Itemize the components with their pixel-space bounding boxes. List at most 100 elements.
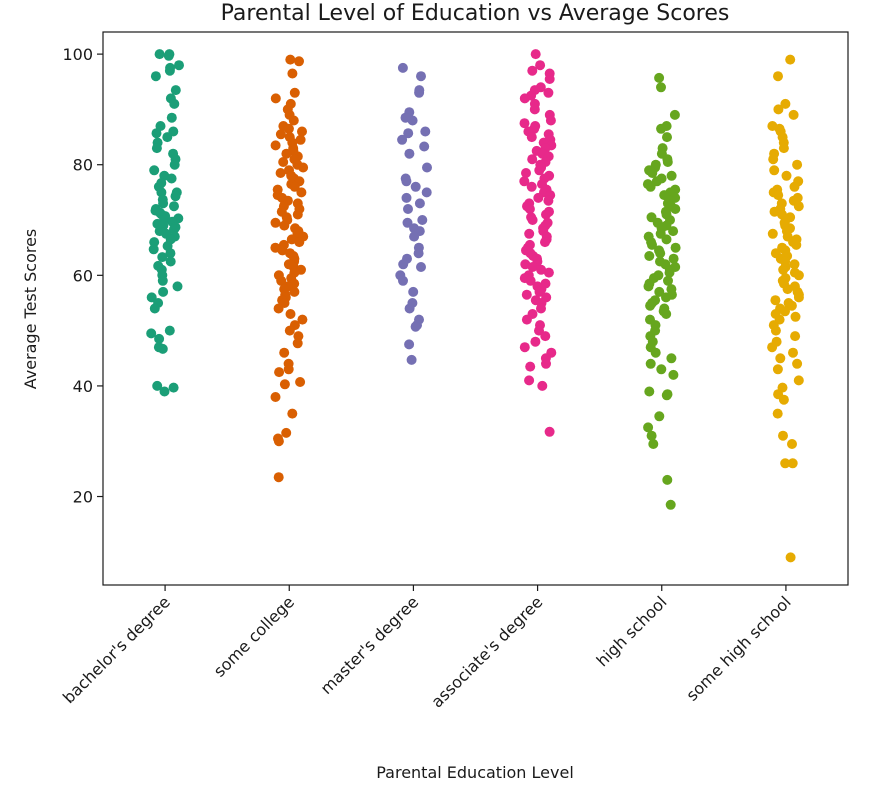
data-point <box>790 311 801 322</box>
points-layer <box>146 49 804 563</box>
data-point <box>410 321 421 332</box>
data-point <box>285 54 296 65</box>
data-point <box>664 267 675 278</box>
data-point <box>154 49 165 60</box>
data-point <box>419 141 430 152</box>
data-point <box>661 234 672 245</box>
data-point <box>543 87 554 98</box>
data-point <box>401 192 412 203</box>
data-point <box>540 331 551 342</box>
y-tick-label: 60 <box>73 266 93 285</box>
y-tick-label: 80 <box>73 156 93 175</box>
data-point <box>524 204 535 214</box>
data-point <box>165 256 176 267</box>
x-tick-label: associate's degree <box>427 592 546 711</box>
data-point <box>163 50 174 61</box>
data-point <box>524 228 535 239</box>
data-point <box>791 239 802 250</box>
data-point <box>543 267 554 278</box>
data-point <box>414 198 425 209</box>
data-point <box>151 128 162 139</box>
data-point <box>273 472 284 483</box>
data-point <box>536 264 547 275</box>
data-point <box>287 68 298 79</box>
data-point <box>524 375 535 386</box>
data-point <box>530 49 541 60</box>
data-point <box>643 422 654 433</box>
data-point <box>157 275 168 286</box>
data-point <box>154 333 165 344</box>
data-point <box>397 134 408 145</box>
data-point <box>670 242 681 253</box>
data-point <box>149 303 160 314</box>
data-point <box>416 262 426 272</box>
data-point <box>530 336 541 347</box>
data-point <box>165 248 176 259</box>
data-point <box>162 132 173 143</box>
data-point <box>788 347 798 358</box>
data-point <box>422 162 432 173</box>
data-point <box>398 259 409 270</box>
data-point <box>402 217 413 228</box>
x-tick-label: bachelor's degree <box>59 592 174 707</box>
data-point <box>770 325 781 336</box>
data-point <box>172 281 183 292</box>
data-point <box>773 71 783 82</box>
data-point <box>404 303 415 314</box>
data-point <box>519 93 530 104</box>
x-axis: bachelor's degree some college master's de… <box>59 585 795 711</box>
data-point <box>420 126 431 137</box>
data-point <box>289 286 300 297</box>
data-point <box>535 60 546 71</box>
data-point <box>527 262 538 272</box>
data-point <box>780 306 790 317</box>
data-point <box>654 72 665 83</box>
data-point <box>277 245 288 256</box>
data-point <box>279 347 290 358</box>
data-point <box>668 226 679 237</box>
data-point <box>149 237 160 248</box>
data-point <box>645 300 656 311</box>
data-point <box>643 281 654 292</box>
data-point <box>665 499 676 510</box>
data-point <box>668 253 679 264</box>
data-point <box>670 204 681 214</box>
data-point <box>789 259 800 270</box>
y-axis-label: Average Test Scores <box>21 229 40 390</box>
data-point <box>398 275 408 286</box>
data-point <box>772 408 783 419</box>
data-point <box>787 458 798 469</box>
data-point <box>789 181 800 192</box>
data-point <box>150 71 161 82</box>
data-point <box>404 339 415 350</box>
y-tick-label: 100 <box>62 45 93 64</box>
x-tick-label: high school <box>593 592 671 670</box>
data-point <box>663 275 673 286</box>
data-point <box>283 123 294 134</box>
data-point <box>159 386 170 397</box>
data-point <box>281 427 292 438</box>
data-point <box>780 458 791 469</box>
data-point <box>792 159 803 170</box>
data-point <box>295 377 306 387</box>
data-point <box>793 201 804 212</box>
data-point <box>283 364 294 375</box>
data-point <box>284 325 295 336</box>
data-point <box>152 380 163 391</box>
data-point <box>403 128 414 139</box>
data-point <box>793 292 804 303</box>
data-point <box>668 369 679 380</box>
data-point <box>787 439 797 449</box>
data-point <box>645 358 656 369</box>
data-point <box>655 248 666 259</box>
data-point <box>767 228 778 239</box>
data-point <box>666 170 677 181</box>
data-point <box>149 165 160 176</box>
data-point <box>654 411 665 422</box>
data-point <box>769 206 780 217</box>
data-point <box>645 181 656 192</box>
data-point <box>793 375 804 386</box>
data-point <box>409 231 420 242</box>
data-point <box>647 168 658 178</box>
data-point <box>169 201 179 212</box>
